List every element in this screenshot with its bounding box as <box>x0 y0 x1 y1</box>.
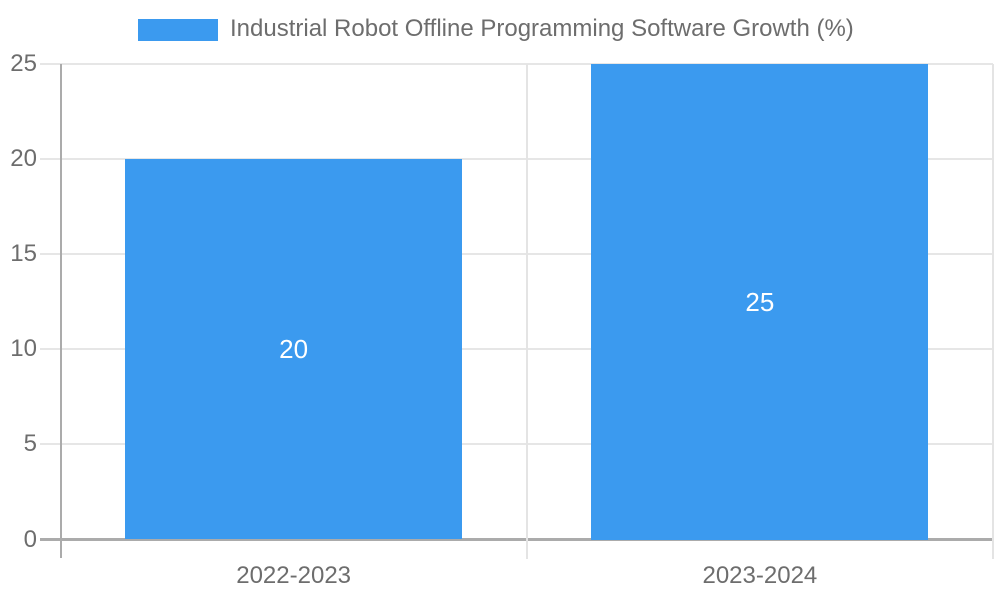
y-gridline <box>40 252 993 255</box>
legend-swatch-icon <box>138 19 218 41</box>
y-gridline <box>40 348 993 351</box>
y-axis-tick-label: 25 <box>10 49 37 77</box>
category-boundary-gridline <box>992 63 994 559</box>
y-axis-tick-label: 15 <box>10 239 37 267</box>
bar-value-label: 25 <box>745 286 775 317</box>
y-axis-tick-label: 10 <box>10 335 37 363</box>
bar-2022-2023[interactable] <box>125 158 463 540</box>
y-axis-line <box>59 63 62 558</box>
y-axis-tick-label: 20 <box>10 144 37 172</box>
legend-label: Industrial Robot Offline Programming Sof… <box>230 15 854 42</box>
x-axis-baseline <box>40 538 993 541</box>
x-axis-category-label: 2023-2024 <box>702 562 818 589</box>
x-axis-category-label: 2022-2023 <box>236 562 352 589</box>
legend-item[interactable]: Industrial Robot Offline Programming Sof… <box>138 15 854 43</box>
category-boundary-gridline <box>525 63 528 559</box>
y-gridline <box>40 443 993 446</box>
y-gridline <box>40 62 993 65</box>
bar-value-label: 20 <box>279 334 309 365</box>
y-axis-tick-label: 0 <box>23 525 37 553</box>
y-gridline <box>40 157 993 160</box>
bar-2023-2024[interactable] <box>591 63 929 540</box>
y-axis-tick-label: 5 <box>23 430 37 458</box>
